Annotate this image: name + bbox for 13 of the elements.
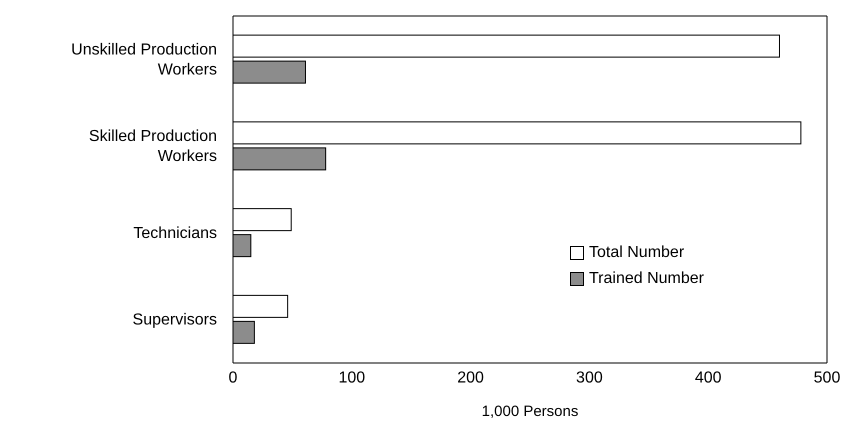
x-tick-label: 400 [694,369,722,386]
x-tick-label: 500 [814,369,840,386]
x-tick-label: 200 [457,369,484,386]
y-tick-label: Skilled Production Workers [88,128,217,166]
y-tick-label: Technicians [133,224,217,242]
x-axis-title: 1,000 Persons [482,403,578,420]
x-tick-label: 0 [228,369,238,386]
x-tick-label: 100 [338,369,366,386]
y-tick-label: Supervisors [132,312,217,329]
legend-label: Total Number [589,244,684,262]
legend-label: Trained Number [589,270,704,288]
x-tick-label: 300 [576,369,603,386]
y-tick-label: Unskilled Production Workers [71,41,217,78]
